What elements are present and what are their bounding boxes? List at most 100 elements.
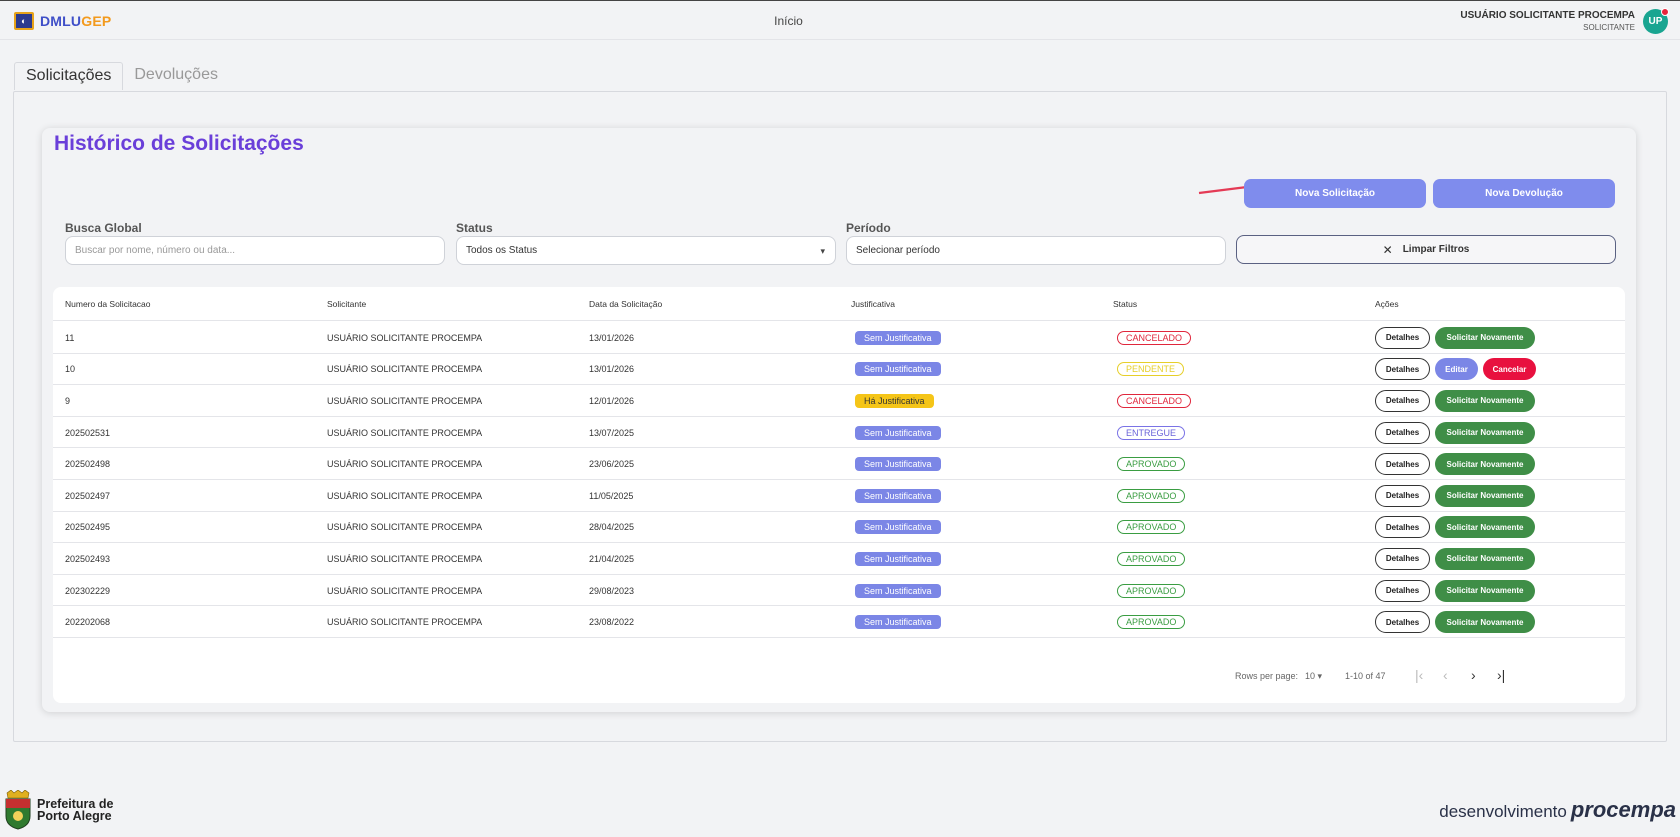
cell-status: CANCELADO xyxy=(1117,322,1191,354)
cell-solicitante: USUÁRIO SOLICITANTE PROCEMPA xyxy=(327,543,482,575)
request-again-button[interactable]: Solicitar Novamente xyxy=(1435,422,1535,444)
new-return-button[interactable]: Nova Devolução xyxy=(1433,179,1615,208)
history-card: Histórico de Solicitações Nova Solicitaç… xyxy=(42,128,1636,712)
tabs: Solicitações Devoluções xyxy=(14,62,229,90)
details-button[interactable]: Detalhes xyxy=(1375,358,1430,380)
status-badge: APROVADO xyxy=(1117,520,1185,534)
clear-filters-button[interactable]: ✕ Limpar Filtros xyxy=(1236,235,1616,264)
cell-justificativa: Sem Justificativa xyxy=(855,322,941,354)
chevron-down-icon: ▾ xyxy=(820,246,825,257)
justification-badge: Sem Justificativa xyxy=(855,615,941,629)
cell-status: CANCELADO xyxy=(1117,385,1191,417)
clear-filters-label: Limpar Filtros xyxy=(1403,244,1470,255)
last-page-icon[interactable]: ›| xyxy=(1497,667,1505,683)
cell-justificativa: Sem Justificativa xyxy=(855,512,941,544)
rows-per-page-select[interactable]: 10 ▾ xyxy=(1305,671,1322,682)
rows-per-page-label: Rows per page: xyxy=(1235,671,1298,681)
justification-badge: Sem Justificativa xyxy=(855,362,941,376)
status-label: Status xyxy=(456,221,493,235)
page-range: 1-10 of 47 xyxy=(1345,671,1386,681)
request-again-button[interactable]: Solicitar Novamente xyxy=(1435,611,1535,633)
justification-badge: Sem Justificativa xyxy=(855,552,941,566)
cell-acoes: Detalhes Solicitar Novamente xyxy=(1375,417,1540,449)
cell-status: APROVADO xyxy=(1117,480,1185,512)
top-bar: ◐ DMLUGEP Início USUÁRIO SOLICITANTE PRO… xyxy=(0,0,1680,40)
table-row: 202502495 USUÁRIO SOLICITANTE PROCEMPA 28/… xyxy=(53,512,1625,544)
cell-data: 29/08/2023 xyxy=(589,575,634,607)
procempa-logo: desenvolvimento procempa xyxy=(1439,797,1676,823)
header-justificativa: Justificativa xyxy=(851,287,895,321)
cell-solicitante: USUÁRIO SOLICITANTE PROCEMPA xyxy=(327,417,482,449)
cell-data: 23/08/2022 xyxy=(589,606,634,638)
search-input[interactable]: Buscar por nome, número ou data... xyxy=(65,236,445,265)
cell-status: ENTREGUE xyxy=(1117,417,1185,449)
justification-badge: Sem Justificativa xyxy=(855,426,941,440)
nav-home-link[interactable]: Início xyxy=(0,14,1577,28)
table-row: 202202068 USUÁRIO SOLICITANTE PROCEMPA 23/… xyxy=(53,606,1625,638)
request-again-button[interactable]: Solicitar Novamente xyxy=(1435,327,1535,349)
cell-numero: 9 xyxy=(65,385,70,417)
table-header: Numero da Solicitacao Solicitante Data d… xyxy=(53,287,1625,321)
cell-acoes: Detalhes Solicitar Novamente xyxy=(1375,322,1540,354)
search-label: Busca Global xyxy=(65,221,142,235)
details-button[interactable]: Detalhes xyxy=(1375,580,1430,602)
cell-solicitante: USUÁRIO SOLICITANTE PROCEMPA xyxy=(327,606,482,638)
cell-numero: 10 xyxy=(65,354,75,386)
status-select[interactable]: Todos os Status ▾ xyxy=(456,236,836,265)
cell-numero: 202502498 xyxy=(65,448,110,480)
avatar[interactable]: UP xyxy=(1643,9,1668,34)
details-button[interactable]: Detalhes xyxy=(1375,422,1430,444)
request-again-button[interactable]: Solicitar Novamente xyxy=(1435,516,1535,538)
details-button[interactable]: Detalhes xyxy=(1375,327,1430,349)
request-again-button[interactable]: Solicitar Novamente xyxy=(1435,390,1535,412)
tab-devolucoes[interactable]: Devoluções xyxy=(123,62,229,90)
cell-solicitante: USUÁRIO SOLICITANTE PROCEMPA xyxy=(327,512,482,544)
period-input[interactable]: Selecionar período xyxy=(846,236,1226,265)
cell-data: 12/01/2026 xyxy=(589,385,634,417)
cancel-button[interactable]: Cancelar xyxy=(1483,358,1536,380)
first-page-icon[interactable]: |‹ xyxy=(1415,667,1423,683)
request-again-button[interactable]: Solicitar Novamente xyxy=(1435,548,1535,570)
cell-acoes: Detalhes Editar Cancelar xyxy=(1375,354,1541,386)
table-row: 10 USUÁRIO SOLICITANTE PROCEMPA 13/01/2026… xyxy=(53,354,1625,386)
cell-data: 13/01/2026 xyxy=(589,322,634,354)
cell-numero: 202502495 xyxy=(65,512,110,544)
details-button[interactable]: Detalhes xyxy=(1375,548,1430,570)
cell-numero: 202302229 xyxy=(65,575,110,607)
details-button[interactable]: Detalhes xyxy=(1375,516,1430,538)
details-button[interactable]: Detalhes xyxy=(1375,611,1430,633)
close-icon: ✕ xyxy=(1383,243,1393,257)
cell-acoes: Detalhes Solicitar Novamente xyxy=(1375,575,1540,607)
table-row: 202302229 USUÁRIO SOLICITANTE PROCEMPA 29/… xyxy=(53,575,1625,607)
cell-justificativa: Sem Justificativa xyxy=(855,543,941,575)
status-badge: PENDENTE xyxy=(1117,362,1184,376)
period-label: Período xyxy=(846,221,891,235)
cell-acoes: Detalhes Solicitar Novamente xyxy=(1375,543,1540,575)
edit-button[interactable]: Editar xyxy=(1435,358,1478,380)
next-page-icon[interactable]: › xyxy=(1471,667,1476,683)
cell-status: APROVADO xyxy=(1117,606,1185,638)
request-again-button[interactable]: Solicitar Novamente xyxy=(1435,485,1535,507)
details-button[interactable]: Detalhes xyxy=(1375,485,1430,507)
header-solicitante: Solicitante xyxy=(327,287,366,321)
request-again-button[interactable]: Solicitar Novamente xyxy=(1435,580,1535,602)
tab-solicitacoes[interactable]: Solicitações xyxy=(14,62,123,90)
cell-solicitante: USUÁRIO SOLICITANTE PROCEMPA xyxy=(327,480,482,512)
details-button[interactable]: Detalhes xyxy=(1375,390,1430,412)
prefeitura-logo: Prefeitura de Porto Alegre xyxy=(3,790,113,830)
prev-page-icon[interactable]: ‹ xyxy=(1443,667,1448,683)
request-again-button[interactable]: Solicitar Novamente xyxy=(1435,453,1535,475)
cell-data: 21/04/2025 xyxy=(589,543,634,575)
table-row: 9 USUÁRIO SOLICITANTE PROCEMPA 12/01/2026 H… xyxy=(53,385,1625,417)
table-row: 202502531 USUÁRIO SOLICITANTE PROCEMPA 13/… xyxy=(53,417,1625,449)
details-button[interactable]: Detalhes xyxy=(1375,453,1430,475)
status-badge: APROVADO xyxy=(1117,584,1185,598)
notification-dot-icon xyxy=(1661,8,1669,16)
cell-justificativa: Sem Justificativa xyxy=(855,354,941,386)
cell-numero: 202502531 xyxy=(65,417,110,449)
cell-justificativa: Sem Justificativa xyxy=(855,480,941,512)
cell-status: APROVADO xyxy=(1117,575,1185,607)
new-request-button[interactable]: Nova Solicitação xyxy=(1244,179,1426,208)
status-badge: APROVADO xyxy=(1117,615,1185,629)
cell-solicitante: USUÁRIO SOLICITANTE PROCEMPA xyxy=(327,575,482,607)
